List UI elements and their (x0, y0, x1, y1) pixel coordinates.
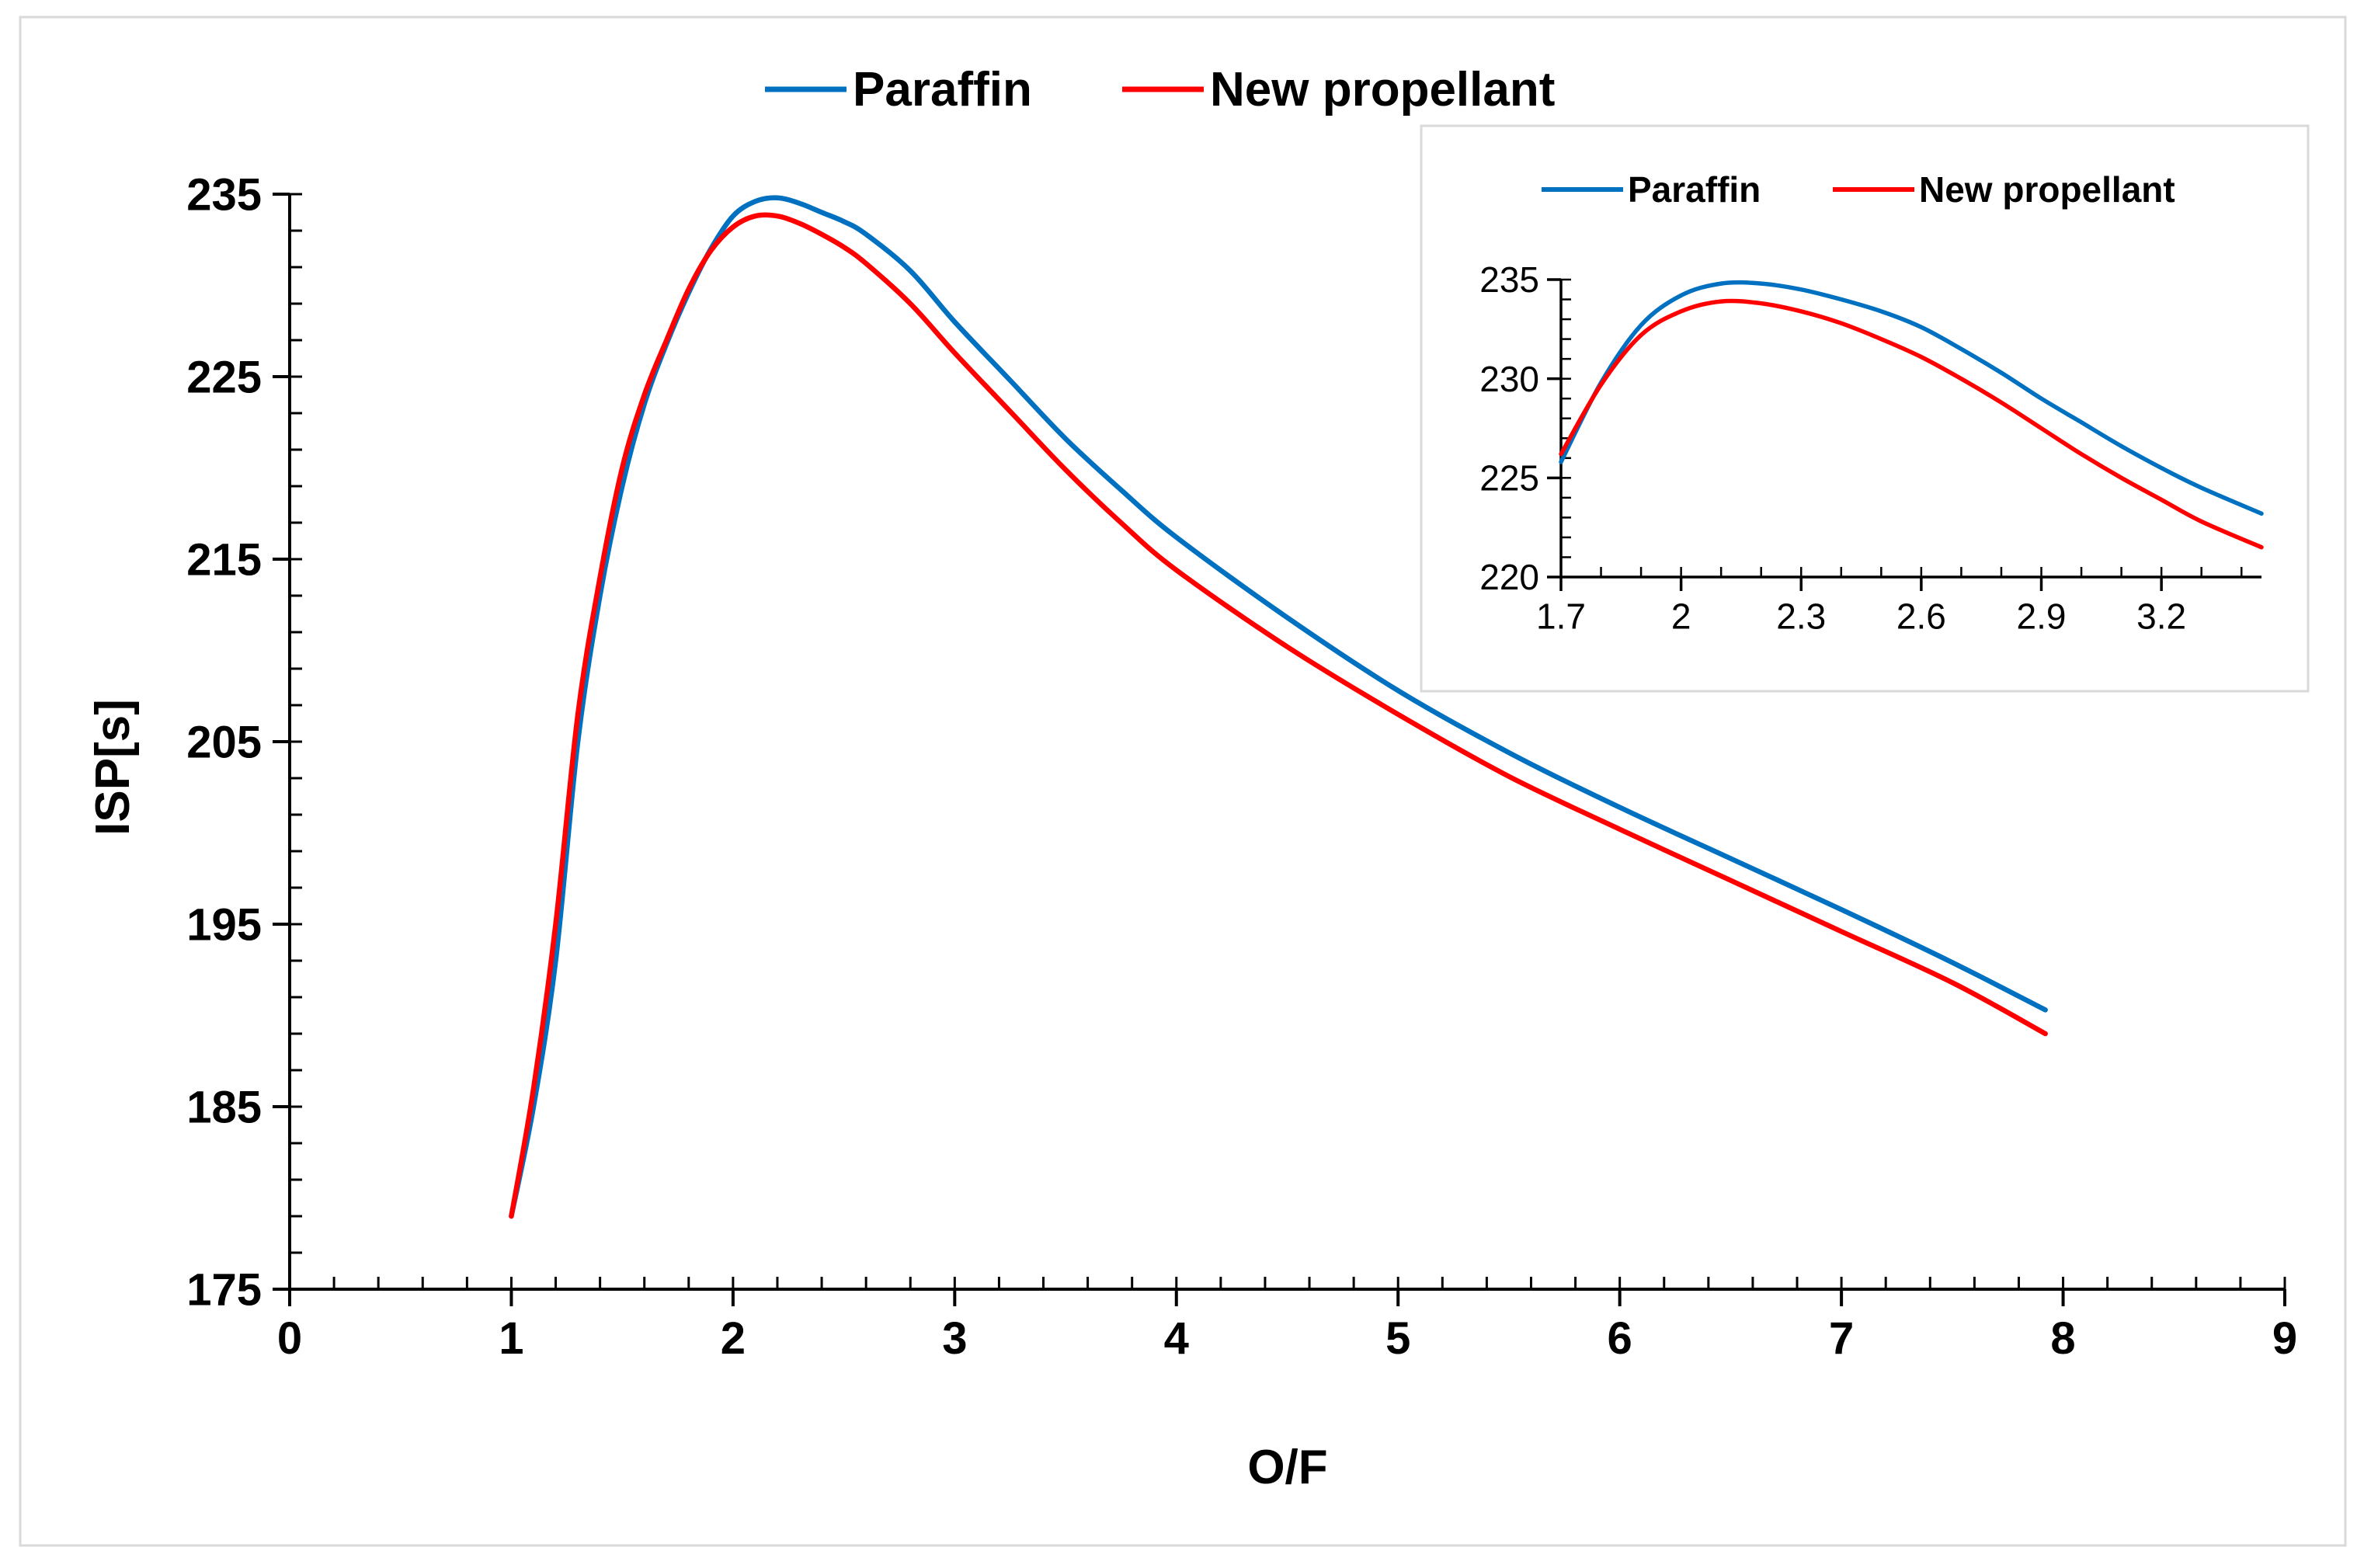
inset-x-tick-label: 2 (1671, 596, 1691, 636)
main-x-tick-label: 0 (277, 1313, 302, 1364)
main-y-tick-label: 205 (186, 717, 262, 767)
inset-x-tick-label: 2.6 (1896, 596, 1946, 636)
main-series-line-paraffin (509, 195, 2048, 1219)
inset-frame (1420, 124, 2310, 693)
inset-series-line-new-propellant (1559, 298, 2264, 550)
inset-legend-label-new-propellant: New propellant (1919, 169, 2175, 210)
main-y-tick-label: 225 (186, 352, 262, 402)
inset-x-tick-label: 2.3 (1776, 596, 1826, 636)
main-series (509, 195, 2048, 1219)
inset-y-tick-label: 225 (1479, 457, 1539, 498)
main-x-tick-label: 9 (2272, 1313, 2297, 1364)
y-axis-title: ISP[s] (86, 699, 140, 836)
main-axes (273, 193, 2286, 1306)
main-x-tick-label: 5 (1385, 1313, 1410, 1364)
inset-x-tick-label: 2.9 (2017, 596, 2067, 636)
main-x-tick-label: 7 (1829, 1313, 1854, 1364)
inset-x-tick-label: 3.2 (2136, 596, 2186, 636)
inset-axes (1547, 278, 2261, 591)
main-tick-labels: 175 185 195 205 215 225 235 0 1 2 3 4 5 6 7 8 9 (186, 169, 2297, 1364)
inset-series (1559, 280, 2264, 550)
inset-y-tick-label: 235 (1479, 259, 1539, 300)
main-y-tick-label: 235 (186, 169, 262, 220)
main-x-tick-label: 3 (942, 1313, 967, 1364)
x-axis-title: O/F (1247, 1441, 1327, 1494)
inset-legend-label-paraffin: Paraffin (1628, 169, 1761, 210)
main-legend: Paraffin New propellant (765, 63, 1555, 116)
inset-legend: Paraffin New propellant (1542, 169, 2175, 210)
legend-label-new-propellant: New propellant (1210, 63, 1555, 116)
main-x-tick-label: 1 (499, 1313, 523, 1364)
main-x-tick-label: 4 (1164, 1313, 1189, 1364)
main-series-line-new-propellant (509, 212, 2048, 1219)
main-y-tick-label: 175 (186, 1264, 262, 1315)
main-y-tick-label: 185 (186, 1082, 262, 1132)
main-x-tick-label: 8 (2050, 1313, 2075, 1364)
legend-label-paraffin: Paraffin (853, 63, 1032, 116)
main-y-tick-label: 215 (186, 534, 262, 585)
inset-y-tick-label: 230 (1479, 359, 1539, 399)
inset-x-tick-label: 1.7 (1536, 596, 1586, 636)
inset-y-tick-label: 220 (1479, 557, 1539, 597)
inset-tick-labels: 220 225 230 235 1.7 2 2.3 2.6 2.9 3.2 (1479, 259, 2186, 636)
main-y-tick-label: 195 (186, 899, 262, 950)
inset-series-line-paraffin (1559, 280, 2264, 516)
main-x-tick-label: 2 (721, 1313, 746, 1364)
main-x-tick-label: 6 (1608, 1313, 1632, 1364)
